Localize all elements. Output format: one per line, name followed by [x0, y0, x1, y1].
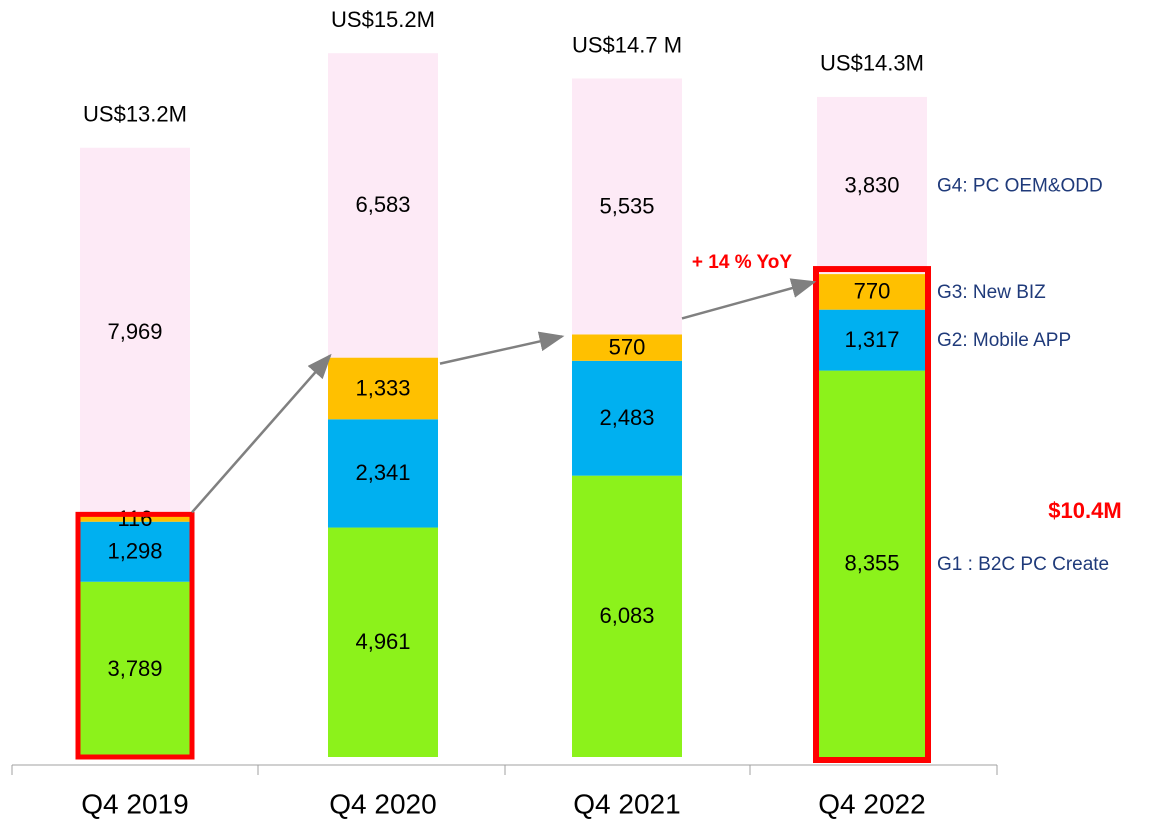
total-label: US$15.2M	[331, 7, 435, 32]
bar-segment	[817, 370, 927, 757]
total-label: US$13.2M	[83, 102, 187, 127]
value-label: 8,355	[844, 551, 899, 576]
value-label: 3,830	[844, 172, 899, 197]
legend-label: G3: New BIZ	[937, 282, 1046, 303]
value-label: 770	[854, 279, 891, 304]
trend-arrow	[191, 353, 332, 514]
highlight-box	[813, 266, 931, 763]
trend-arrow	[439, 331, 565, 365]
x-tick-label: Q4 2020	[329, 788, 436, 819]
total-label: US$14.3M	[820, 51, 924, 76]
value-label: 7,969	[107, 319, 162, 344]
x-tick-label: Q4 2022	[818, 788, 925, 819]
bar-segment	[80, 147, 190, 517]
bar-segment	[572, 360, 682, 476]
value-label: 1,317	[844, 327, 899, 352]
value-label: 570	[609, 334, 646, 359]
growth-label: + 14 % YoY	[692, 252, 792, 273]
value-label: 116	[117, 506, 152, 531]
total-label: US$14.7 M	[572, 32, 682, 57]
bar-segment	[328, 53, 438, 358]
bar-segment	[572, 78, 682, 335]
legend-label: G2: Mobile APP	[937, 330, 1071, 351]
bar-segment	[572, 475, 682, 757]
highlight-box	[75, 511, 195, 760]
value-label: 1,298	[107, 539, 162, 564]
bar-segment	[328, 419, 438, 528]
value-label: 6,583	[355, 192, 410, 217]
bracket-label: $10.4M	[1048, 498, 1121, 523]
bar-segment	[80, 516, 190, 522]
trend-arrow	[681, 278, 817, 320]
value-label: 1,333	[355, 375, 410, 400]
x-tick-label: Q4 2019	[81, 788, 188, 819]
bar-segment	[80, 581, 190, 757]
bar-segment	[572, 334, 682, 361]
value-label: 5,535	[599, 193, 654, 218]
value-label: 2,483	[599, 405, 654, 430]
bar-segment	[328, 357, 438, 420]
value-label: 3,789	[107, 656, 162, 681]
bar-segment	[328, 527, 438, 757]
bar-segment	[80, 521, 190, 582]
x-tick-label: Q4 2021	[573, 788, 680, 819]
value-label: 2,341	[355, 460, 410, 485]
legend-label: G1 : B2C PC Create	[937, 554, 1109, 575]
legend-label: G4: PC OEM&ODD	[937, 176, 1103, 197]
bar-segment	[817, 309, 927, 371]
bar-segment	[817, 96, 927, 275]
value-label: 6,083	[599, 603, 654, 628]
value-label: 4,961	[355, 629, 410, 654]
bar-segment	[817, 274, 927, 310]
